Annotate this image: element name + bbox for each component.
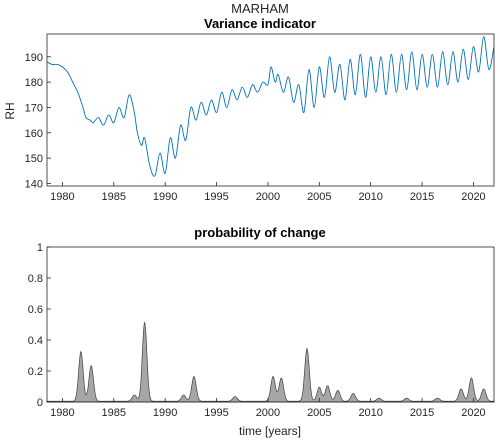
probability-x-tick-label: 1995 [204,407,228,419]
variance-plot-area [47,36,494,177]
probability-y-tick-label: 0.8 [28,273,43,285]
variance-x-tick-label: 2015 [410,191,434,203]
variance-y-axis-label: RH [3,102,17,119]
variance-x-tick-label: 2000 [256,191,280,203]
variance-y-ticks: 140 150 160 170 180 190 [25,52,51,190]
probability-axes-frame [46,246,495,403]
variance-x-tick-label: 2005 [307,191,331,203]
variance-chart: Variance indicator 1980 1985 1990 1995 2000 2… [3,16,495,203]
probability-plot-area [46,322,495,403]
probability-y-tick-label: 1 [37,242,43,254]
variance-series-line [47,36,494,177]
variance-x-tick-label: 1980 [50,191,74,203]
probability-x-tick-label: 1980 [50,407,74,419]
variance-x-tick-label: 1990 [153,191,177,203]
probability-x-tick-label: 2015 [410,407,434,419]
variance-y-tick-label: 180 [25,77,43,89]
variance-y-tick-label: 140 [25,178,43,190]
variance-chart-title: Variance indicator [204,16,316,31]
probability-x-axis-label: time [years] [239,424,301,438]
probability-chart-title: probability of change [194,225,325,240]
probability-x-tick-label: 1990 [153,407,177,419]
probability-chart: probability of change 1980 1985 1990 1995 20… [28,225,495,438]
probability-y-tick-label: 0.6 [28,304,43,316]
variance-y-tick-label: 150 [25,153,43,165]
variance-x-tick-label: 1985 [102,191,126,203]
probability-y-tick-label: 0.2 [28,366,43,378]
variance-axes-frame [46,33,495,187]
variance-x-tick-label: 2020 [461,191,485,203]
probability-area [46,322,495,403]
probability-y-tick-label: 0 [37,397,43,409]
probability-x-tick-label: 2010 [358,407,382,419]
probability-x-tick-label: 2000 [256,407,280,419]
figure-suptitle: MARHAM [231,1,289,16]
variance-x-tick-label: 1995 [204,191,228,203]
variance-x-tick-label: 2010 [358,191,382,203]
variance-y-tick-label: 170 [25,102,43,114]
probability-y-tick-label: 0.4 [28,335,43,347]
variance-y-tick-label: 160 [25,128,43,140]
variance-x-ticks: 1980 1985 1990 1995 2000 2005 2010 2015 2020 [50,182,486,203]
variance-y-tick-label: 190 [25,52,43,64]
probability-y-ticks: 0 0.2 0.4 0.6 0.8 1 [28,242,51,409]
probability-x-tick-label: 1985 [102,407,126,419]
probability-x-ticks: 1980 1985 1990 1995 2000 2005 2010 2015 2020 [50,398,486,419]
probability-x-tick-label: 2020 [461,407,485,419]
probability-x-tick-label: 2005 [307,407,331,419]
